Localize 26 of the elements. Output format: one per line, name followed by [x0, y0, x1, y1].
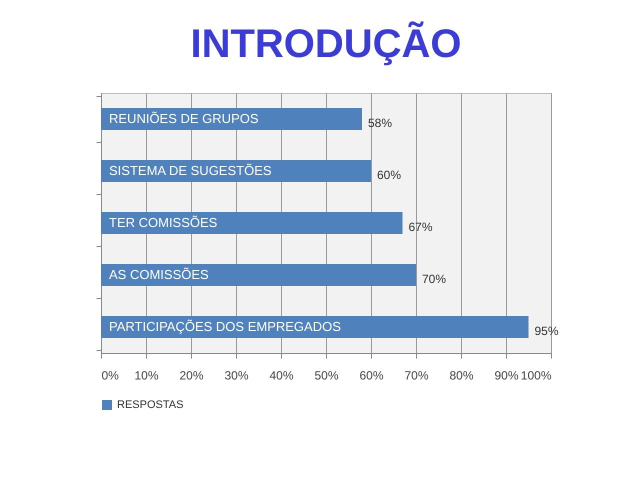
x-tick-label: 60% — [359, 368, 384, 382]
x-tick-label: 20% — [179, 368, 204, 382]
data-label: 95% — [534, 324, 559, 338]
y-tick-label: REUNIÕES DE GRUPOS — [109, 111, 259, 126]
x-tick-label: 100% — [520, 368, 552, 382]
data-label: 67% — [408, 220, 433, 234]
bar — [101, 316, 528, 338]
legend-label: RESPOSTAS — [117, 399, 184, 411]
x-tick-label: 70% — [404, 368, 429, 382]
y-tick-label: PARTICIPAÇÕES DOS EMPREGADOS — [109, 319, 342, 334]
x-tick-label: 10% — [134, 368, 159, 382]
x-tick-label: 30% — [224, 368, 249, 382]
y-tick-label: TER COMISSÕES — [109, 215, 218, 230]
data-label: 58% — [368, 116, 392, 130]
y-tick-label: AS COMISSÕES — [109, 267, 210, 282]
x-tick-label: 90% — [494, 368, 519, 382]
bar — [101, 264, 416, 286]
x-tick-label: 0% — [102, 368, 120, 382]
data-label: 60% — [377, 168, 402, 182]
bar — [101, 212, 402, 234]
x-tick-label: 80% — [449, 368, 474, 382]
data-label: 70% — [422, 272, 446, 286]
x-tick-label: 40% — [269, 368, 294, 382]
chart-title: INTRODUÇÃO — [190, 21, 462, 66]
y-tick-label: SISTEMA DE SUGESTÕES — [109, 163, 272, 178]
x-tick-label: 50% — [314, 368, 339, 382]
